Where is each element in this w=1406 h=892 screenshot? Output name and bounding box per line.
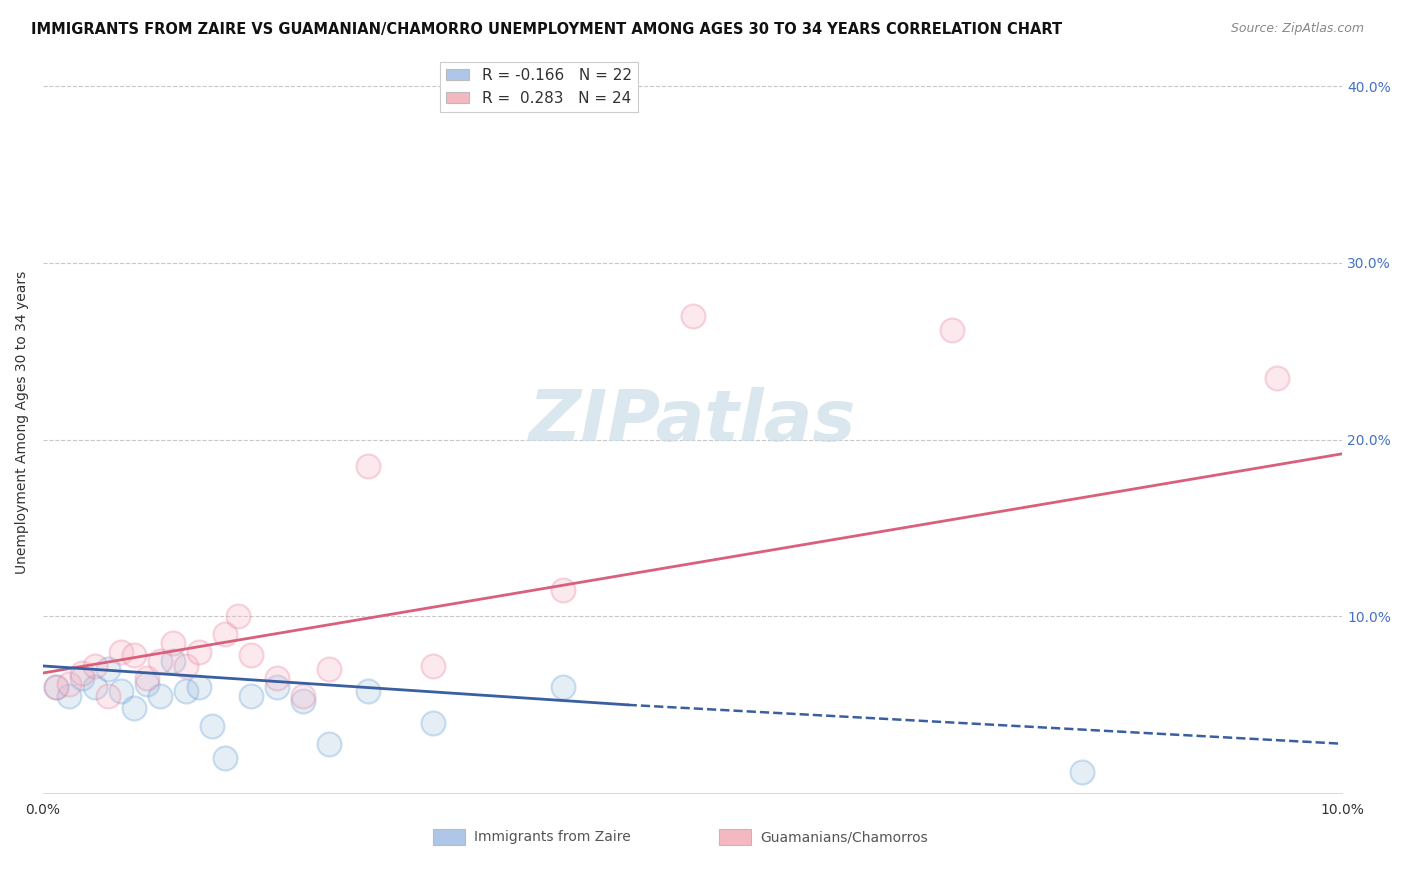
Point <box>70 671 93 685</box>
Point <box>422 715 444 730</box>
Point <box>110 683 132 698</box>
Point <box>239 689 262 703</box>
FancyBboxPatch shape <box>718 829 751 846</box>
Point <box>135 671 157 685</box>
Point <box>318 663 340 677</box>
Point <box>45 680 67 694</box>
Point <box>162 654 184 668</box>
Point <box>174 659 197 673</box>
Text: ZIPatlas: ZIPatlas <box>529 387 856 457</box>
FancyBboxPatch shape <box>433 829 465 846</box>
Point <box>83 680 105 694</box>
Point <box>187 645 209 659</box>
Point <box>1071 764 1094 779</box>
Point <box>1265 370 1288 384</box>
Point <box>58 676 80 690</box>
Point <box>941 323 963 337</box>
Point <box>110 645 132 659</box>
Point <box>149 689 172 703</box>
Point <box>357 459 380 474</box>
Point <box>239 648 262 663</box>
Point <box>291 689 314 703</box>
Point <box>58 689 80 703</box>
Text: Guamanians/Chamorros: Guamanians/Chamorros <box>761 830 928 844</box>
Point <box>70 666 93 681</box>
Point <box>291 694 314 708</box>
Point <box>122 701 145 715</box>
Point <box>45 680 67 694</box>
Point <box>422 659 444 673</box>
Point <box>318 737 340 751</box>
Point <box>83 659 105 673</box>
Text: IMMIGRANTS FROM ZAIRE VS GUAMANIAN/CHAMORRO UNEMPLOYMENT AMONG AGES 30 TO 34 YEA: IMMIGRANTS FROM ZAIRE VS GUAMANIAN/CHAMO… <box>31 22 1062 37</box>
Point <box>214 627 236 641</box>
Point <box>122 648 145 663</box>
Point <box>551 680 574 694</box>
Legend: R = -0.166   N = 22, R =  0.283   N = 24: R = -0.166 N = 22, R = 0.283 N = 24 <box>440 62 638 112</box>
Point <box>97 663 120 677</box>
Point <box>357 683 380 698</box>
Text: Source: ZipAtlas.com: Source: ZipAtlas.com <box>1230 22 1364 36</box>
Point <box>149 654 172 668</box>
Text: Immigrants from Zaire: Immigrants from Zaire <box>474 830 631 844</box>
Point <box>187 680 209 694</box>
Point <box>551 582 574 597</box>
Point <box>174 683 197 698</box>
Point <box>162 636 184 650</box>
Point <box>97 689 120 703</box>
Point <box>214 751 236 765</box>
Point <box>682 309 704 323</box>
Point <box>266 671 288 685</box>
Y-axis label: Unemployment Among Ages 30 to 34 years: Unemployment Among Ages 30 to 34 years <box>15 270 30 574</box>
Point <box>201 719 224 733</box>
Point <box>135 676 157 690</box>
Point <box>226 609 249 624</box>
Point <box>266 680 288 694</box>
